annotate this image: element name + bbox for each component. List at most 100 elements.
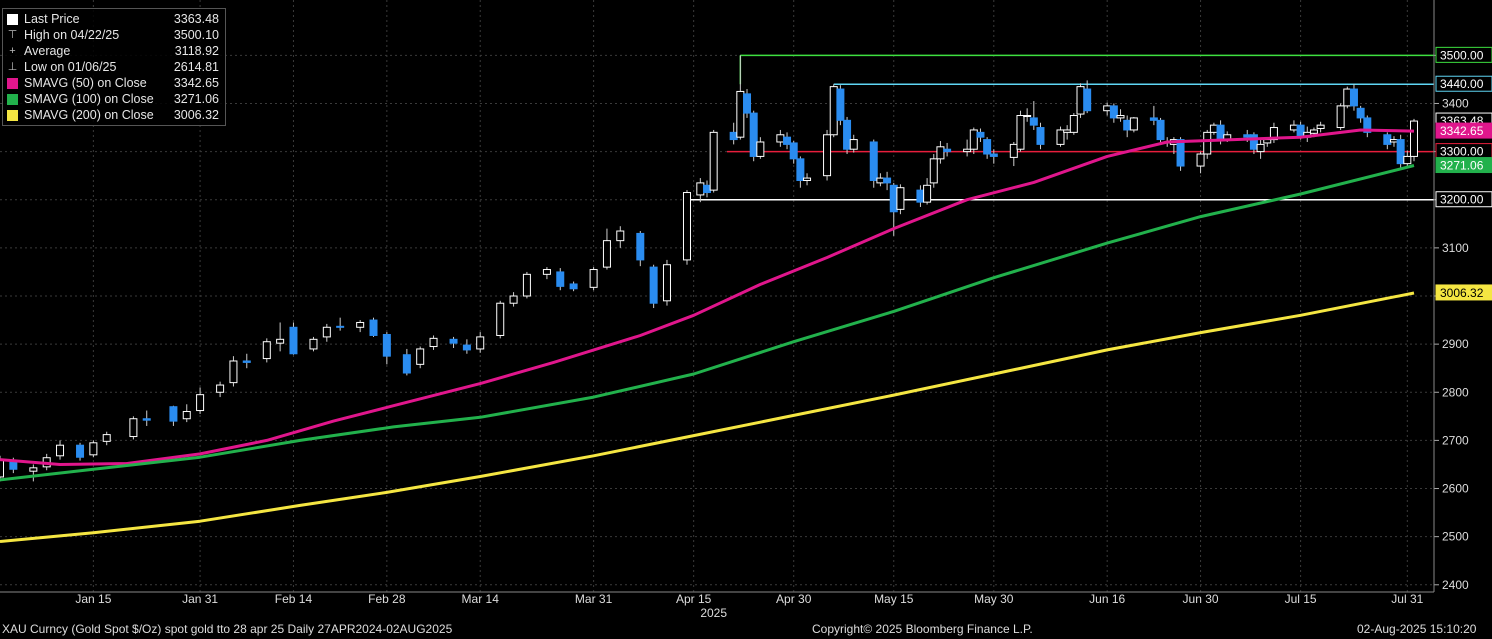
legend-swatch (7, 93, 18, 105)
x-tick-label: Apr 15 (676, 592, 712, 606)
candle-up (1289, 124, 1298, 131)
candle-up (216, 384, 225, 393)
candle-down (1396, 139, 1405, 165)
y-tick-label: 2500 (1442, 530, 1469, 544)
candle-down (1036, 127, 1045, 145)
candle-up (309, 338, 318, 350)
candle-up (662, 264, 671, 302)
candle-down (449, 338, 458, 344)
candle-down (889, 184, 898, 213)
legend-swatch (7, 13, 18, 25)
candle-up (182, 411, 191, 420)
candle-up (602, 240, 611, 268)
candle-up (56, 444, 65, 457)
candle-down (983, 139, 992, 155)
candle-up (1196, 153, 1205, 167)
legend-row: SMAVG (100) on Close 3271.06 (7, 91, 219, 107)
candle-down (569, 283, 578, 290)
candle-up (1403, 155, 1412, 165)
candle-up (496, 302, 505, 336)
x-tick-label: Jul 15 (1285, 592, 1317, 606)
security-description: XAU Curncy (Gold Spot $/Oz) spot gold tt… (2, 622, 453, 636)
candle-down (1149, 117, 1158, 121)
level-tag-3440-bg (1435, 75, 1492, 92)
candle-up (876, 177, 885, 184)
candle-down (169, 406, 178, 422)
candlesticks (0, 55, 1418, 482)
candle-up (1023, 115, 1032, 118)
legend-row: ⊥ Low on 01/06/25 2614.81 (7, 59, 219, 75)
candle-down (76, 444, 85, 458)
candle-up (829, 86, 838, 136)
legend-label: SMAVG (100) on Close (24, 92, 154, 106)
legend-label: Last Price (24, 12, 80, 26)
x-tick-label: Jan 31 (182, 592, 218, 606)
x-tick-label: Apr 30 (776, 592, 812, 606)
candle-down (1383, 134, 1392, 145)
candle-up (1409, 120, 1418, 157)
candle-up (89, 442, 98, 456)
price-tag-3: 3006.32 (1440, 286, 1484, 300)
candle-up (929, 158, 938, 184)
series-line-0 (0, 128, 1415, 466)
candle-down (1296, 124, 1305, 138)
avg-marker-icon: + (9, 45, 16, 57)
candle-down (142, 418, 151, 421)
y-tick-label: 2600 (1442, 482, 1469, 496)
candle-down (336, 325, 345, 328)
x-tick-label: May 30 (974, 592, 1014, 606)
candle-up (1056, 129, 1065, 145)
x-tick-label: Jun 16 (1089, 592, 1125, 606)
candle-up (476, 336, 485, 350)
candle-up (262, 341, 271, 360)
candle-up (736, 90, 745, 138)
candle-down (883, 177, 892, 184)
legend-label: Low on 01/06/25 (24, 60, 117, 74)
candle-up (969, 129, 978, 150)
price-tag-1-bg (1435, 122, 1492, 139)
candle-down (382, 334, 391, 357)
y-tick-label: 3100 (1442, 241, 1469, 255)
candle-down (462, 344, 471, 351)
candle-up (1069, 115, 1078, 133)
candle-down (916, 189, 925, 203)
candle-up (849, 139, 858, 150)
legend-value: 3500.10 (173, 28, 219, 42)
candle-down (843, 119, 852, 150)
candle-up (276, 338, 285, 344)
timestamp: 02-Aug-2025 15:10:20 (1357, 622, 1477, 636)
candle-down (943, 148, 952, 153)
candle-down (402, 354, 411, 374)
candle-up (1103, 105, 1112, 112)
candle-down (976, 131, 985, 138)
candle-up (756, 141, 765, 157)
legend-row: + Average 3118.92 (7, 43, 219, 59)
candle-up (1016, 115, 1025, 150)
candle-down (9, 461, 18, 470)
candle-up (356, 321, 365, 328)
candle-up (1203, 131, 1212, 155)
candle-down (1156, 119, 1165, 141)
legend-value: 3006.32 (173, 108, 219, 122)
level-tag-3500-bg (1435, 46, 1492, 63)
candle-down (869, 141, 878, 181)
level-tag-3440: 3440.00 (1440, 77, 1484, 91)
x-tick-label: May 15 (874, 592, 914, 606)
candle-up (803, 177, 812, 181)
candle-down (1123, 119, 1132, 131)
legend-label: SMAVG (50) on Close (24, 76, 147, 90)
candle-up (936, 146, 945, 160)
candle-up (1009, 143, 1018, 158)
candle-down (1243, 134, 1252, 138)
candle-up (196, 394, 205, 412)
legend-value: 2614.81 (173, 60, 219, 74)
level-tag-3200: 3200.00 (1440, 193, 1484, 207)
y-tick-label: 2900 (1442, 337, 1469, 351)
candle-down (729, 131, 738, 141)
candle-down (369, 319, 378, 336)
candle-up (229, 360, 238, 384)
candle-up (1209, 124, 1218, 133)
x-tick-label: Mar 31 (575, 592, 613, 606)
candle-up (709, 131, 718, 191)
candle-down (783, 136, 792, 145)
